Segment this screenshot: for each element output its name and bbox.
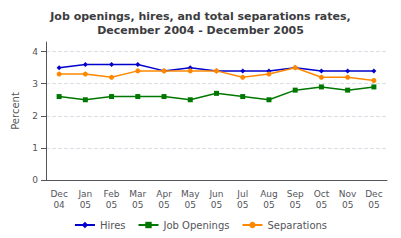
svg-text:05: 05 bbox=[132, 200, 143, 210]
svg-text:Dec: Dec bbox=[365, 189, 382, 199]
svg-text:Feb: Feb bbox=[104, 189, 120, 199]
svg-text:Jan: Jan bbox=[77, 189, 92, 199]
svg-text:Job openings, hires, and total: Job openings, hires, and total separatio… bbox=[49, 10, 350, 23]
svg-text:05: 05 bbox=[158, 200, 169, 210]
svg-text:Sep: Sep bbox=[287, 189, 304, 199]
svg-text:Job Openings: Job Openings bbox=[162, 220, 229, 231]
svg-text:December 2004 - December 2005: December 2004 - December 2005 bbox=[97, 24, 304, 37]
svg-text:May: May bbox=[181, 189, 200, 199]
svg-text:05: 05 bbox=[316, 200, 327, 210]
svg-text:Jun: Jun bbox=[208, 189, 223, 199]
svg-text:04: 04 bbox=[53, 200, 65, 210]
svg-text:05: 05 bbox=[263, 200, 274, 210]
svg-text:Separations: Separations bbox=[267, 220, 327, 231]
svg-text:Mar: Mar bbox=[129, 189, 146, 199]
svg-text:Dec: Dec bbox=[50, 189, 67, 199]
svg-text:05: 05 bbox=[211, 200, 222, 210]
svg-text:0: 0 bbox=[32, 175, 38, 185]
svg-text:Apr: Apr bbox=[156, 189, 172, 199]
svg-text:Aug: Aug bbox=[260, 189, 278, 199]
svg-text:05: 05 bbox=[80, 200, 91, 210]
svg-text:05: 05 bbox=[342, 200, 353, 210]
svg-text:05: 05 bbox=[106, 200, 117, 210]
svg-text:2: 2 bbox=[32, 111, 38, 121]
svg-text:05: 05 bbox=[185, 200, 196, 210]
svg-text:05: 05 bbox=[368, 200, 379, 210]
svg-text:1: 1 bbox=[32, 143, 38, 153]
svg-text:3: 3 bbox=[32, 79, 38, 89]
svg-text:05: 05 bbox=[237, 200, 248, 210]
svg-text:Jul: Jul bbox=[236, 189, 248, 199]
svg-text:Hires: Hires bbox=[100, 220, 126, 231]
svg-text:4: 4 bbox=[32, 47, 38, 57]
svg-text:Nov: Nov bbox=[339, 189, 357, 199]
svg-text:05: 05 bbox=[289, 200, 300, 210]
svg-text:Oct: Oct bbox=[314, 189, 330, 199]
svg-text:Percent: Percent bbox=[10, 92, 21, 130]
